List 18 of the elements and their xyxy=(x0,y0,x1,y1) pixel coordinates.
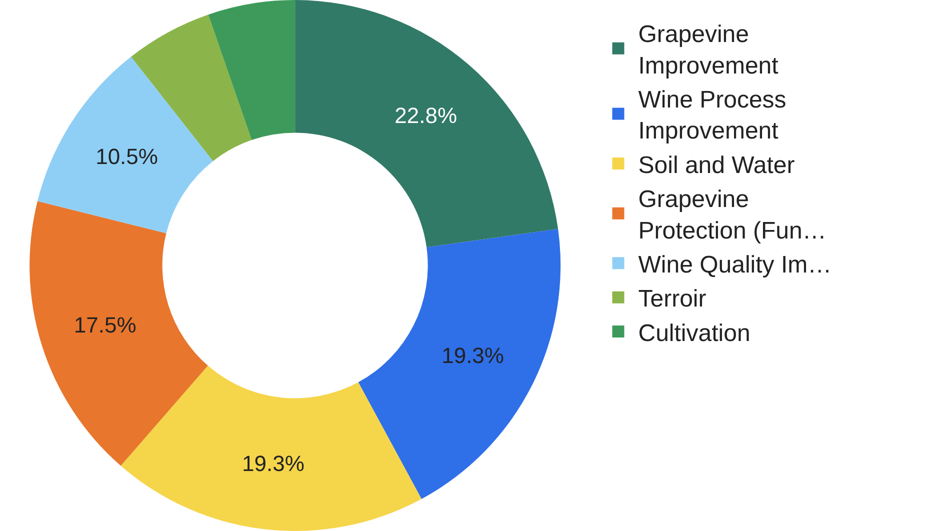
legend-label: Terroir xyxy=(638,286,706,313)
donut-slice xyxy=(295,0,558,248)
donut-slice xyxy=(38,56,214,234)
legend-label: Soil and Water xyxy=(638,152,795,179)
legend-label: Wine Process Improvement xyxy=(638,86,786,145)
donut-slice xyxy=(358,228,561,499)
data-label: 22.8% xyxy=(394,102,458,128)
donut-slice xyxy=(208,0,296,140)
data-label: 10.5% xyxy=(96,144,158,169)
legend-label: Grapevine Protection (Fun… xyxy=(638,186,826,244)
legend-label: Wine Quality Im… xyxy=(638,251,832,278)
data-label: 19.3% xyxy=(242,450,304,476)
legend-label: Cultivation xyxy=(638,320,750,347)
donut-slice xyxy=(120,366,422,531)
legend-label: Grapevine Improvement xyxy=(638,21,779,80)
data-label: 17.5% xyxy=(74,312,136,338)
data-label: 19.3% xyxy=(442,342,504,368)
donut-slice xyxy=(30,201,208,466)
